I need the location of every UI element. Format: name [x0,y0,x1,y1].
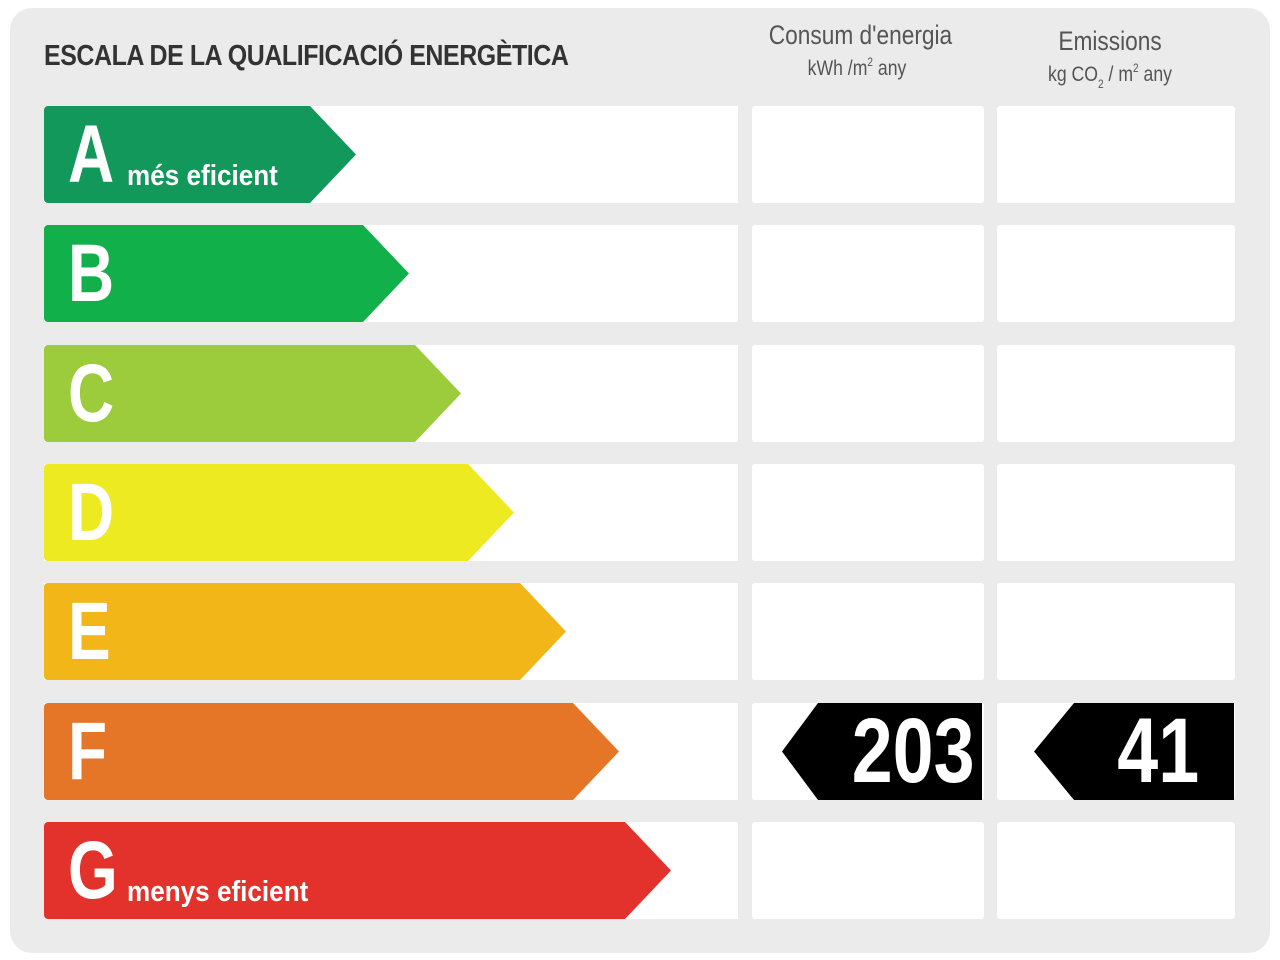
energy-cell [752,583,984,680]
emissions-cell [997,225,1235,322]
class-arrow-f: F [44,703,619,800]
energy-cell [752,345,984,442]
emissions-value-marker: 41 [1034,703,1234,800]
energy-cell [752,464,984,561]
class-arrow-e: E [44,583,566,680]
energy-column-unit: kWh /m2 any [807,55,907,80]
class-letter: A [68,109,115,200]
class-arrow-d: D [44,464,514,561]
class-label: més eficient [127,160,278,192]
emissions-column-title: Emissions [1058,26,1162,56]
class-arrow-b: B [44,225,409,322]
energy-cell [752,822,984,919]
class-label: menys eficient [127,876,309,908]
emissions-cell [997,822,1235,919]
class-arrow-c: C [44,345,461,442]
class-letter: F [68,706,108,797]
emissions-column-header: Emissions kg CO2 / m2 any [1000,26,1220,91]
energy-cell [752,106,984,203]
emissions-value: 41 [1116,700,1199,802]
energy-cell [752,225,984,322]
emissions-column-unit: kg CO2 / m2 any [1048,61,1172,91]
scale-title: ESCALA DE LA QUALIFICACIÓ ENERGÈTICA [44,40,569,72]
emissions-cell [997,106,1235,203]
class-letter: D [68,467,115,558]
energy-column-title: Consum d'energia [768,20,953,50]
emissions-cell [997,583,1235,680]
class-letter: E [68,586,111,677]
energy-value-marker: 203 [782,703,982,800]
emissions-cell [997,464,1235,561]
class-letter: G [68,825,118,916]
emissions-cell [997,345,1235,442]
class-letter: B [68,228,115,319]
energy-value: 203 [851,700,974,802]
energy-column-header: Consum d'energia kWh /m2 any [752,20,962,81]
class-letter: C [68,348,115,439]
